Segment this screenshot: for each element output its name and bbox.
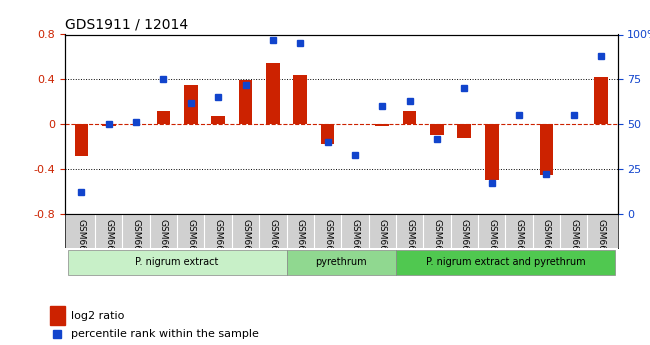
Text: percentile rank within the sample: percentile rank within the sample <box>71 329 259 339</box>
Text: GSM66829: GSM66829 <box>214 219 223 268</box>
Bar <box>376 124 389 126</box>
Bar <box>266 62 280 124</box>
Text: GSM66842: GSM66842 <box>350 219 359 268</box>
Text: GSM66837: GSM66837 <box>542 219 551 268</box>
Bar <box>50 306 64 325</box>
Text: GSM66831: GSM66831 <box>268 219 278 268</box>
Text: GSM66839: GSM66839 <box>597 219 606 268</box>
Text: GSM66830: GSM66830 <box>241 219 250 268</box>
Bar <box>540 124 553 175</box>
Bar <box>485 124 499 180</box>
Bar <box>430 124 444 135</box>
Bar <box>75 124 88 156</box>
Bar <box>594 77 608 124</box>
Bar <box>184 85 198 124</box>
FancyBboxPatch shape <box>68 250 287 275</box>
Text: GSM66826: GSM66826 <box>131 219 140 268</box>
Text: GSM66841: GSM66841 <box>323 219 332 268</box>
FancyBboxPatch shape <box>287 250 396 275</box>
Text: GSM66834: GSM66834 <box>460 219 469 268</box>
Text: pyrethrum: pyrethrum <box>315 257 367 267</box>
Text: GSM66838: GSM66838 <box>569 219 578 268</box>
Text: GSM66828: GSM66828 <box>187 219 195 268</box>
Text: log2 ratio: log2 ratio <box>71 311 124 321</box>
Bar <box>239 80 252 124</box>
Text: P. nigrum extract: P. nigrum extract <box>135 257 219 267</box>
Text: GSM66835: GSM66835 <box>488 219 496 268</box>
Text: GSM66833: GSM66833 <box>432 219 441 268</box>
Bar <box>293 75 307 124</box>
Bar <box>403 111 417 124</box>
Text: GDS1911 / 12014: GDS1911 / 12014 <box>65 18 188 32</box>
Text: GSM66832: GSM66832 <box>405 219 414 268</box>
Text: GSM66843: GSM66843 <box>378 219 387 268</box>
Text: GSM66836: GSM66836 <box>515 219 523 268</box>
Bar <box>102 124 116 126</box>
Text: GSM66824: GSM66824 <box>77 219 86 268</box>
Bar <box>157 111 170 124</box>
Text: GSM66825: GSM66825 <box>104 219 113 268</box>
Text: GSM66840: GSM66840 <box>296 219 305 268</box>
FancyBboxPatch shape <box>396 250 615 275</box>
Bar <box>458 124 471 138</box>
Text: P. nigrum extract and pyrethrum: P. nigrum extract and pyrethrum <box>426 257 585 267</box>
Bar <box>211 116 225 124</box>
Bar <box>320 124 334 144</box>
Text: GSM66827: GSM66827 <box>159 219 168 268</box>
